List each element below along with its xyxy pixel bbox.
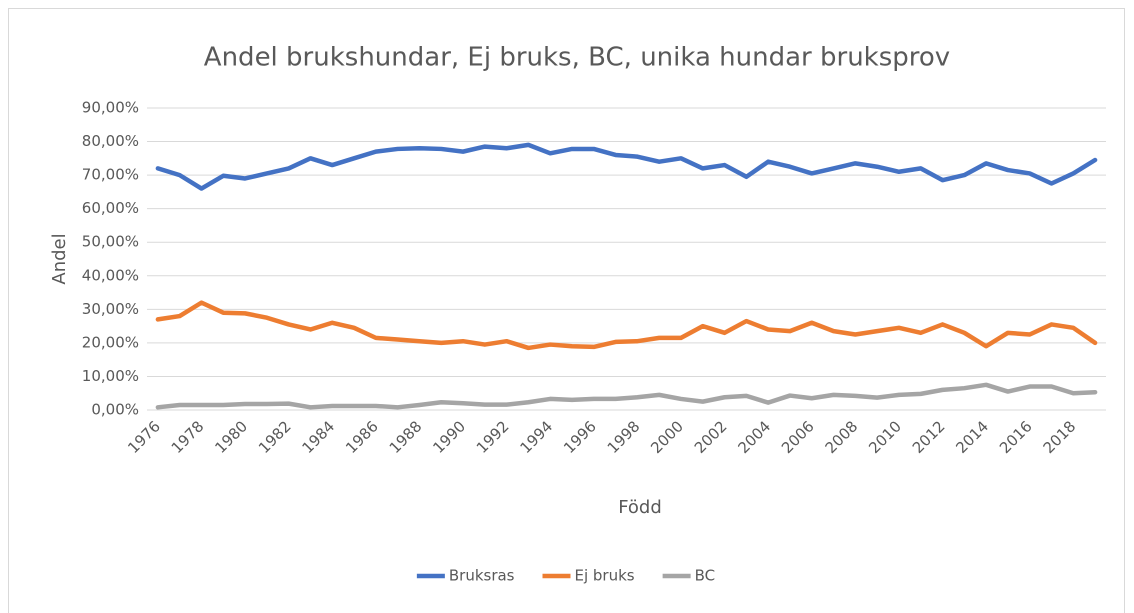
y-tick-label: 0,00% (91, 401, 139, 419)
y-tick-label: 20,00% (82, 333, 139, 351)
legend-label: Ej bruks (575, 567, 635, 585)
legend-label: BC (695, 567, 716, 585)
y-tick-label: 80,00% (82, 132, 139, 150)
y-tick-label: 50,00% (82, 233, 139, 251)
legend-label: Bruksras (449, 567, 515, 585)
y-tick-label: 30,00% (82, 300, 139, 318)
y-tick-label: 40,00% (82, 266, 139, 284)
legend: Bruksras Ej bruks BC (416, 567, 716, 585)
y-tick-label: 10,00% (82, 367, 139, 385)
y-tick-label: 90,00% (82, 99, 139, 117)
y-tick-label: 60,00% (82, 199, 139, 217)
series-line (155, 142, 1098, 191)
y-axis-title: Andel (49, 233, 70, 284)
y-tick-label: 70,00% (82, 166, 139, 184)
chart-border (8, 8, 1125, 613)
x-axis-title: Född (618, 497, 662, 518)
series-line (155, 382, 1098, 410)
chart-title: Andel brukshundar, Ej bruks, BC, unika h… (204, 43, 950, 73)
series-line (155, 300, 1098, 351)
